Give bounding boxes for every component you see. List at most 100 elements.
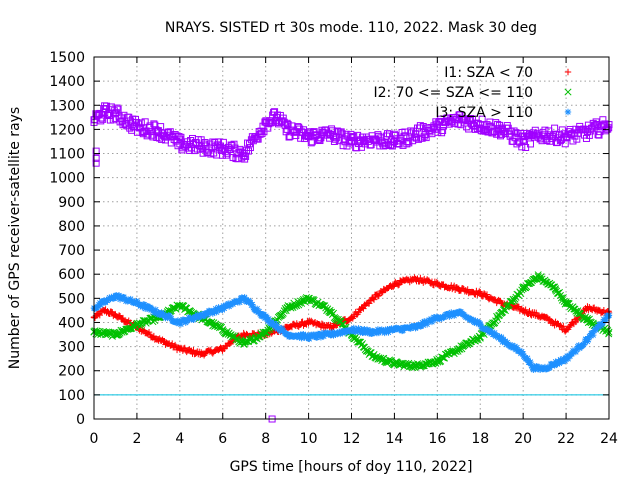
scatter-point-total bbox=[419, 123, 427, 131]
scatter-point-total bbox=[569, 137, 577, 145]
scatter-point-i2-70-sza-110 bbox=[418, 362, 426, 370]
scatter-point-i1-sza-70 bbox=[390, 283, 397, 290]
scatter-point-i3-sza-110 bbox=[296, 334, 303, 341]
scatter-point-i1-sza-70 bbox=[557, 322, 564, 329]
scatter-point-i3-sza-110 bbox=[581, 339, 588, 347]
scatter-point-total bbox=[141, 118, 149, 126]
scatter-point-i3-sza-110 bbox=[270, 320, 277, 327]
scatter-point-i1-sza-70 bbox=[96, 311, 103, 319]
scatter-point-i3-sza-110 bbox=[330, 332, 337, 339]
scatter-point-i3-sza-110 bbox=[207, 309, 215, 317]
scatter-point-i3-sza-110 bbox=[350, 324, 357, 332]
scatter-point-total bbox=[434, 128, 442, 136]
y-tick-label: 0 bbox=[76, 412, 85, 428]
scatter-point-total bbox=[279, 114, 287, 122]
scatter-point-i3-sza-110 bbox=[144, 303, 152, 310]
scatter-point-total bbox=[585, 131, 593, 139]
legend-label-i2-70-sza-110: I2: 70 <= SZA <= 110 bbox=[373, 85, 533, 101]
y-tick-label: 700 bbox=[58, 243, 85, 259]
scatter-point-total bbox=[558, 126, 566, 134]
scatter-point-total bbox=[512, 129, 520, 137]
scatter-point-i3-sza-110 bbox=[213, 308, 220, 316]
y-tick-label: 100 bbox=[58, 388, 85, 404]
scatter-point-i3-sza-110 bbox=[120, 293, 128, 301]
scatter-point-i2-70-sza-110 bbox=[329, 309, 338, 317]
scatter-point-total bbox=[260, 128, 268, 136]
scatter-point-i3-sza-110 bbox=[148, 305, 156, 313]
x-tick-label: 24 bbox=[600, 431, 618, 447]
scatter-point-total bbox=[219, 138, 227, 146]
scatter-point-total bbox=[337, 128, 345, 136]
scatter-point-i3-sza-110 bbox=[585, 336, 592, 344]
x-tick-label: 12 bbox=[343, 431, 361, 447]
scatter-point-i1-sza-70 bbox=[477, 288, 484, 296]
scatter-point-total bbox=[285, 133, 293, 141]
scatter-point-i3-sza-110 bbox=[255, 308, 263, 315]
tick-labels: 0100200300400500600700800900100011001200… bbox=[49, 50, 618, 447]
scatter-point-total bbox=[109, 116, 117, 124]
scatter-point-i1-sza-70 bbox=[108, 308, 115, 315]
scatter-point-i3-sza-110 bbox=[573, 346, 581, 353]
scatter-point-i3-sza-110 bbox=[261, 314, 269, 322]
scatter-point-i3-sza-110 bbox=[265, 315, 272, 323]
scatter-point-i3-sza-110 bbox=[236, 299, 244, 306]
scatter-point-i3-sza-110 bbox=[366, 327, 374, 334]
scatter-point-i3-sza-110 bbox=[445, 310, 452, 318]
scatter-point-total bbox=[494, 120, 502, 128]
data-points-layer bbox=[90, 102, 613, 423]
scatter-point-i1-sza-70 bbox=[190, 346, 197, 354]
scatter-point-total bbox=[439, 127, 447, 135]
x-tick-label: 8 bbox=[261, 431, 270, 447]
scatter-point-i3-sza-110 bbox=[504, 339, 511, 346]
x-tick-label: 4 bbox=[175, 431, 184, 447]
scatter-point-i3-sza-110 bbox=[306, 335, 313, 343]
scatter-point-i1-sza-70 bbox=[200, 352, 208, 359]
scatter-point-total bbox=[420, 132, 428, 140]
y-tick-label: 1200 bbox=[49, 122, 85, 138]
scatter-point-total bbox=[149, 133, 157, 141]
scatter-point-i2-70-sza-110 bbox=[553, 289, 562, 297]
scatter-point-i3-sza-110 bbox=[352, 328, 359, 335]
y-tick-label: 1000 bbox=[49, 171, 85, 187]
scatter-point-total bbox=[462, 116, 470, 124]
outlier-point bbox=[92, 147, 100, 155]
scatter-point-i3-sza-110 bbox=[132, 299, 139, 307]
scatter-point-i3-sza-110 bbox=[174, 317, 182, 324]
scatter-point-i3-sza-110 bbox=[412, 324, 419, 332]
scatter-point-i1-sza-70 bbox=[366, 300, 373, 307]
scatter-point-total bbox=[245, 147, 252, 155]
scatter-point-i3-sza-110 bbox=[423, 321, 431, 328]
scatter-point-i3-sza-110 bbox=[513, 344, 521, 351]
x-tick-label: 6 bbox=[218, 431, 227, 447]
scatter-point-i1-sza-70 bbox=[526, 307, 533, 315]
y-tick-label: 1400 bbox=[49, 74, 85, 90]
scatter-point-i3-sza-110 bbox=[602, 317, 609, 324]
scatter-point-i1-sza-70 bbox=[394, 281, 402, 289]
scatter-point-total bbox=[522, 143, 530, 151]
scatter-point-i3-sza-110 bbox=[168, 315, 175, 322]
scatter-point-i1-sza-70 bbox=[119, 314, 127, 322]
y-tick-label: 800 bbox=[58, 219, 85, 235]
scatter-point-i3-sza-110 bbox=[336, 328, 343, 335]
scatter-point-i1-sza-70 bbox=[375, 292, 383, 299]
x-tick-label: 16 bbox=[428, 431, 446, 447]
series-i2-70-sza-110 bbox=[90, 271, 613, 372]
scatter-point-total bbox=[113, 104, 121, 112]
scatter-point-total bbox=[148, 131, 156, 139]
scatter-point-i2-70-sza-110 bbox=[400, 363, 408, 371]
scatter-point-total bbox=[258, 130, 266, 138]
scatter-point-i3-sza-110 bbox=[536, 366, 544, 373]
scatter-point-i3-sza-110 bbox=[320, 333, 328, 340]
scatter-point-i3-sza-110 bbox=[355, 325, 362, 332]
scatter-point-total bbox=[114, 105, 122, 113]
scatter-point-total bbox=[353, 144, 361, 152]
scatter-point-total bbox=[551, 124, 559, 132]
y-tick-label: 1300 bbox=[49, 98, 85, 114]
x-tick-label: 18 bbox=[471, 431, 489, 447]
scatter-point-total bbox=[474, 120, 482, 128]
scatter-point-i1-sza-70 bbox=[533, 309, 540, 317]
scatter-point-i3-sza-110 bbox=[264, 318, 272, 325]
scatter-point-total bbox=[246, 144, 254, 152]
scatter-point-i3-sza-110 bbox=[300, 331, 307, 338]
scatter-point-i3-sza-110 bbox=[472, 317, 479, 324]
